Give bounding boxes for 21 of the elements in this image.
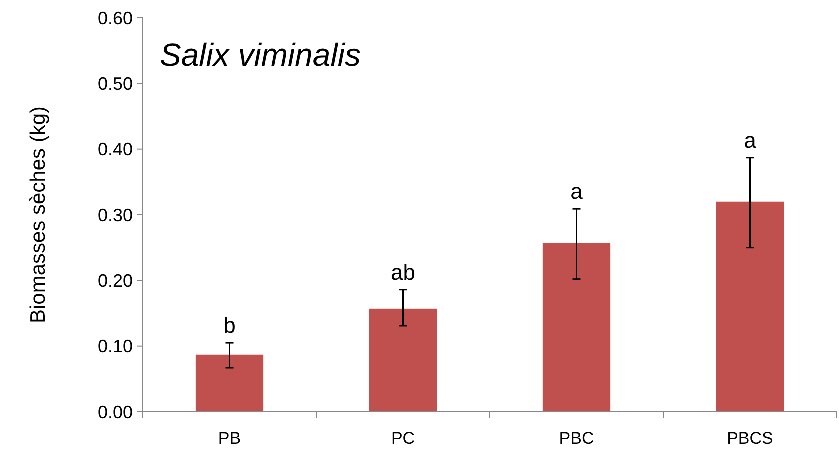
y-tick-label: 0.60: [98, 8, 133, 28]
y-tick-label: 0.40: [98, 140, 133, 160]
y-tick-label: 0.00: [98, 402, 133, 422]
annotation: a: [570, 179, 584, 204]
bar: [542, 243, 611, 412]
annotation: ab: [391, 260, 416, 285]
y-tick-label: 0.50: [98, 74, 133, 94]
annotation: a: [744, 128, 758, 153]
bar: [196, 354, 264, 412]
y-axis-title: Biomasses sèches (kg): [27, 106, 50, 324]
x-tick-label: PC: [391, 429, 416, 448]
y-tick-label: 0.10: [98, 336, 133, 357]
bar: [369, 308, 438, 412]
x-tick-label: PBCS: [727, 429, 774, 448]
x-tick-label: PBC: [559, 429, 594, 448]
x-tick-label: PB: [218, 429, 242, 448]
y-tick-label: 0.20: [98, 270, 133, 291]
bar: [716, 202, 784, 412]
y-tick-label: 0.30: [98, 205, 133, 226]
annotation: b: [224, 313, 236, 338]
text: Salix viminalis: [160, 37, 361, 73]
